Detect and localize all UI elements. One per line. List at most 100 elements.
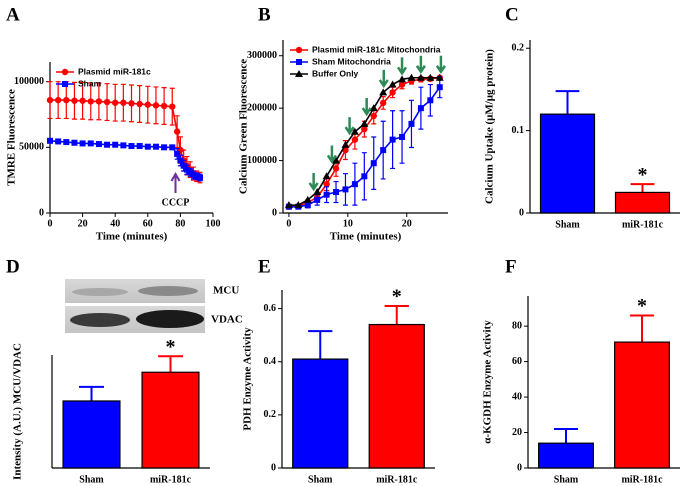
panel-label: F: [505, 256, 517, 277]
error-bar: [78, 385, 105, 401]
error-bar: [384, 304, 409, 325]
marker: [79, 140, 86, 147]
marker: [46, 96, 54, 104]
marker: [144, 143, 151, 150]
marker: [54, 96, 62, 104]
marker: [112, 99, 119, 106]
marker: [144, 101, 151, 108]
marker: [47, 137, 53, 144]
x-tick-label: 20: [402, 218, 412, 229]
western-blot: [65, 279, 205, 333]
x-axis-label: Time (minutes): [96, 231, 168, 243]
marker: [169, 103, 176, 110]
marker: [341, 140, 350, 148]
marker: [104, 141, 111, 148]
panel-label: D: [6, 256, 20, 277]
marker: [304, 202, 311, 209]
annotation: CCCP: [162, 197, 190, 208]
blot-label: VDAC: [211, 314, 243, 326]
error-bar: [555, 90, 580, 115]
marker: [169, 144, 176, 151]
panel-label: E: [258, 256, 271, 277]
y-axis-label: TMRE Fluorescence: [6, 89, 18, 186]
x-tick-label: miR-181c: [622, 219, 664, 230]
error-bar: [553, 427, 579, 444]
y-tick-label: 0: [519, 207, 524, 218]
marker: [120, 99, 127, 106]
marker: [161, 144, 168, 151]
marker: [427, 97, 434, 104]
legend-label: Buffer Only: [312, 68, 359, 78]
marker: [313, 188, 322, 196]
addition-arrow: [308, 172, 319, 192]
error-bar: [629, 314, 655, 343]
marker: [351, 136, 359, 143]
marker: [314, 196, 321, 203]
marker: [196, 174, 203, 181]
x-tick-label: Sham: [308, 474, 333, 485]
marker: [398, 81, 406, 88]
significance: *: [637, 295, 647, 317]
marker: [380, 147, 387, 154]
addition-arrow: [435, 55, 446, 74]
marker: [323, 191, 330, 198]
marker: [295, 46, 303, 54]
marker: [436, 84, 443, 91]
x-tick-label: 10: [343, 218, 353, 229]
legend-label: Sham: [78, 78, 102, 88]
marker: [177, 157, 184, 164]
x-tick-label: Sham: [554, 474, 579, 485]
marker: [62, 81, 68, 87]
panel-label: C: [505, 4, 519, 25]
x-tick-label: miR-181c: [150, 474, 192, 485]
y-axis-label: Intensity (A.U.) MCU/VDAC: [12, 343, 24, 480]
y-tick-label: 0: [39, 207, 44, 218]
marker: [79, 97, 86, 104]
marker: [152, 143, 159, 150]
marker: [389, 136, 396, 143]
addition-arrow: [378, 69, 389, 89]
marker: [190, 171, 197, 178]
legend-label: Plasmid miR-181c Mitochondria: [312, 44, 441, 54]
marker: [180, 162, 187, 169]
x-tick-label: miR-181c: [376, 474, 418, 485]
bar: [292, 358, 349, 469]
marker: [369, 104, 378, 112]
marker: [408, 120, 415, 127]
marker: [95, 98, 103, 105]
addition-arrow: [415, 55, 426, 74]
y-axis-label: α-KGDH Enzyme Activity: [482, 320, 494, 444]
marker: [379, 99, 387, 107]
significance: *: [166, 336, 176, 358]
marker: [87, 140, 94, 147]
x-tick-label: miR-181c: [621, 474, 663, 485]
marker: [370, 112, 377, 120]
y-tick-label: 100000: [14, 76, 44, 87]
marker: [128, 143, 135, 150]
marker: [63, 96, 70, 104]
y-tick-label: 0.2: [264, 409, 277, 420]
marker: [435, 73, 444, 81]
marker: [407, 73, 416, 81]
x-tick-label: 0: [286, 218, 291, 229]
x-tick-label: 80: [175, 218, 185, 229]
error-bar: [157, 355, 184, 373]
marker: [136, 100, 143, 108]
y-tick-label: 0: [517, 462, 522, 473]
y-tick-label: 80: [512, 320, 522, 331]
marker: [71, 97, 78, 104]
bar: [614, 341, 670, 469]
marker: [333, 189, 340, 196]
marker: [174, 150, 181, 157]
marker: [187, 169, 194, 176]
marker: [303, 195, 312, 203]
annotation-arrow: [170, 171, 181, 193]
marker: [417, 105, 424, 112]
marker: [351, 181, 358, 188]
y-axis-label: PDH Enzyme Activity: [242, 327, 254, 431]
y-tick-label: 0.2: [512, 43, 525, 54]
addition-arrow: [344, 117, 355, 136]
marker: [296, 59, 302, 65]
y-tick-label: 0: [271, 462, 276, 473]
marker: [332, 165, 340, 172]
